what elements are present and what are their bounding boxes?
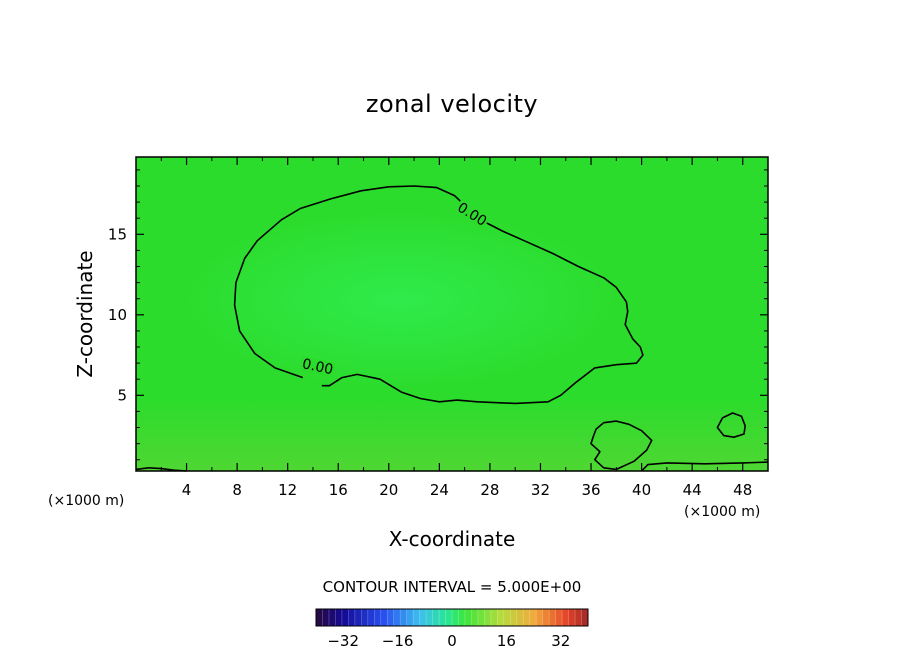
colorbar-cell <box>380 609 388 626</box>
colorbar-tick-label: 16 <box>497 632 516 650</box>
colorbar-cell <box>426 609 433 626</box>
x-tick-label: 40 <box>632 481 651 499</box>
colorbar-cell <box>439 609 446 626</box>
colorbar-cell <box>484 609 492 626</box>
x-tick-label: 36 <box>581 481 600 499</box>
colorbar-cell <box>393 609 401 626</box>
y-axis-title: Z-coordinate <box>73 250 97 377</box>
y-tick-label: 15 <box>108 225 127 243</box>
x-tick-label: 20 <box>379 481 398 499</box>
colorbar-cell <box>516 609 524 626</box>
colorbar-cell <box>361 609 369 626</box>
colorbar-cell <box>575 609 582 626</box>
contour-label-gap <box>453 199 491 230</box>
contour-line <box>716 412 746 438</box>
x-tick-label: 48 <box>733 481 752 499</box>
colorbar-cell <box>536 609 544 626</box>
colorbar-cell <box>354 609 362 626</box>
field-shade-bottom <box>136 400 768 471</box>
x-tick-label: 12 <box>278 481 297 499</box>
colorbar-cell <box>503 609 511 626</box>
x-axis-ticks: 4 8 12 16 20 24 28 32 36 40 44 48 <box>160 157 752 499</box>
colorbar-cell <box>458 609 466 626</box>
colorbar-cell <box>316 609 323 626</box>
x-unit-left: (×1000 m) <box>48 493 124 509</box>
x-tick-label: 16 <box>329 481 348 499</box>
x-axis-title: X-coordinate <box>389 527 516 551</box>
colorbar-cell <box>581 609 589 626</box>
colorbar-cell <box>549 609 557 626</box>
x-tick-label: 32 <box>531 481 550 499</box>
colorbar-cell <box>464 609 472 626</box>
colorbar-cell <box>529 609 537 626</box>
x-tick-label: 44 <box>683 481 702 499</box>
colorbar-cell <box>341 609 349 626</box>
field-shade-upper <box>180 210 620 390</box>
x-unit-right: (×1000 m) <box>684 504 760 520</box>
colorbar-tick-label: −32 <box>327 632 359 650</box>
colorbar-cell <box>348 609 356 626</box>
colorbar-cell <box>523 609 531 626</box>
colorbar-cell <box>335 609 343 626</box>
y-tick-label: 10 <box>108 306 127 324</box>
colorbar-cell <box>445 609 453 626</box>
contour-label-gap <box>299 355 336 378</box>
colorbar-cell <box>497 609 505 626</box>
colorbar-tick-label: 0 <box>447 632 457 650</box>
colorbar-cell <box>490 609 498 626</box>
y-axis-ticks: 5 10 15 <box>108 169 768 461</box>
colorbar-cell <box>562 609 569 626</box>
colorbar-cell <box>432 609 440 626</box>
colorbar-cell <box>322 609 330 626</box>
colorbar-cell <box>400 609 408 626</box>
y-tick-label: 5 <box>117 386 127 404</box>
colorbar-tick-label: −16 <box>382 632 414 650</box>
contour-line <box>590 420 653 471</box>
x-tick-label: 4 <box>182 481 192 499</box>
colorbar-frame <box>315 608 589 627</box>
colorbar-cell <box>510 609 518 626</box>
contour-label: 0.00 <box>301 356 335 378</box>
colorbar-cell <box>542 609 550 626</box>
colorbar-cell <box>387 609 395 626</box>
contour-line <box>233 185 644 405</box>
colorbar-cell <box>406 609 414 626</box>
colorbar-cell <box>413 609 421 626</box>
x-tick-label: 8 <box>232 481 242 499</box>
colorbar-cell <box>555 609 563 626</box>
x-tick-label: 24 <box>430 481 449 499</box>
colorbar: −32 −16 0 16 32 <box>315 608 589 650</box>
contour-interval-label: CONTOUR INTERVAL = 5.000E+00 <box>323 578 582 596</box>
colorbar-cell <box>568 609 576 626</box>
colorbar-cell <box>328 609 336 626</box>
x-tick-label: 28 <box>480 481 499 499</box>
chart-title: zonal velocity <box>366 90 538 118</box>
plot-frame <box>135 156 769 472</box>
contour-line <box>641 461 769 472</box>
colorbar-cell <box>452 609 459 626</box>
colorbar-cell <box>471 609 479 626</box>
colorbar-tick-label: 32 <box>551 632 570 650</box>
colorbar-cell <box>367 609 375 626</box>
colorbar-cell <box>419 609 427 626</box>
colorbar-cell <box>374 609 382 626</box>
colorbar-cell <box>477 609 485 626</box>
